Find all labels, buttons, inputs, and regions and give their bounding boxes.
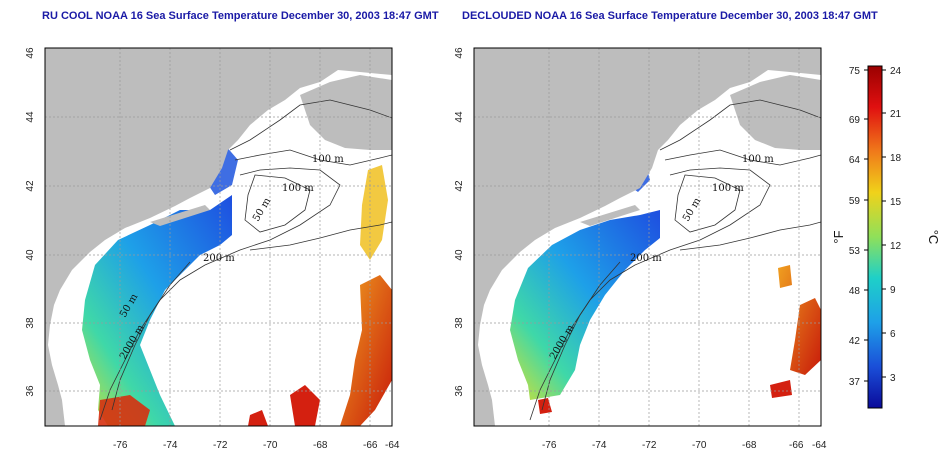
right-lat-tick: 46 — [454, 47, 465, 59]
left-lat-tick: 44 — [25, 111, 36, 123]
celsius-tick: 3 — [890, 373, 896, 384]
right-lat-tick: 38 — [454, 317, 465, 329]
right-lat-tick: 44 — [454, 111, 465, 123]
fahrenheit-tick: 48 — [849, 286, 861, 297]
right-lon-tick: -66 — [789, 440, 804, 451]
right-lon-tick: -68 — [742, 440, 757, 451]
fahrenheit-unit-label: °F — [831, 230, 846, 243]
left-land-long-island — [150, 205, 210, 226]
fahrenheit-tick: 64 — [849, 155, 861, 166]
right-land-long-island — [580, 205, 640, 226]
right-lat-tick: 36 — [454, 385, 465, 397]
left-lon-tick: -72 — [213, 440, 228, 451]
celsius-tick: 24 — [890, 66, 902, 77]
right-lon-tick: -70 — [692, 440, 707, 451]
colorbar-celsius-ticks: 24 21 18 15 12 9 6 3 — [890, 66, 902, 384]
celsius-tick: 18 — [890, 153, 902, 164]
left-land-northeast — [45, 48, 392, 426]
right-lon-tick-labels: -76 -74 -72 -70 -68 -66 -64 — [542, 440, 827, 451]
right-land-northeast — [474, 48, 821, 426]
right-contour-label-100a: 100 m — [742, 154, 774, 165]
right-map-frame — [473, 47, 822, 427]
fahrenheit-tick: 59 — [849, 196, 861, 207]
left-sst-scatter-red — [248, 385, 320, 426]
celsius-unit-label: °C — [926, 230, 941, 245]
right-lon-tick: -72 — [642, 440, 657, 451]
left-lat-tick: 46 — [25, 47, 36, 59]
celsius-tick: 15 — [890, 197, 902, 208]
temperature-colorbar: 75 69 64 59 53 48 42 37 24 21 18 15 12 9… — [831, 65, 941, 409]
left-lat-tick: 38 — [25, 317, 36, 329]
fahrenheit-tick: 37 — [849, 377, 861, 388]
right-bathymetry-contours — [529, 99, 821, 421]
left-grid — [45, 48, 392, 426]
right-lat-tick: 42 — [454, 180, 465, 192]
colorbar-gradient — [867, 65, 883, 409]
right-sst-eastern-warm — [778, 265, 821, 375]
right-map-title: DECLOUDED NOAA 16 Sea Surface Temperatur… — [462, 10, 878, 22]
right-lon-tick: -64 — [812, 440, 827, 451]
left-lon-tick: -74 — [163, 440, 178, 451]
left-map-title: RU COOL NOAA 16 Sea Surface Temperature … — [42, 10, 439, 22]
left-lon-tick: -64 — [385, 440, 400, 451]
colorbar-fahrenheit-ticks: 75 69 64 59 53 48 42 37 — [849, 66, 861, 388]
celsius-tick: 9 — [890, 285, 896, 296]
left-contour-label-100b: 100 m — [282, 183, 314, 194]
fahrenheit-tick: 75 — [849, 66, 861, 77]
right-grid — [474, 48, 821, 426]
left-sst-slope-warm — [360, 165, 388, 260]
fahrenheit-tick: 69 — [849, 115, 861, 126]
left-lat-tick: 42 — [25, 180, 36, 192]
left-map-panel: 100 m 100 m 50 m 200 m 2000 m 50 m -76 -… — [25, 47, 400, 451]
right-contour-label-100b: 100 m — [712, 183, 744, 194]
right-contour-label-200: 200 m — [630, 253, 662, 264]
left-land-nova-scotia — [300, 75, 392, 150]
left-lon-tick: -70 — [263, 440, 278, 451]
colorbar-tick-marks — [864, 69, 886, 382]
left-bathymetry-contours — [99, 99, 392, 421]
left-map-frame — [44, 47, 393, 427]
right-map-panel: 100 m 100 m 50 m 200 m 2000 m -76 -74 -7… — [454, 47, 827, 451]
left-lat-tick: 40 — [25, 249, 36, 261]
fahrenheit-tick: 53 — [849, 246, 861, 257]
right-lat-tick-labels: 46 44 42 40 38 36 — [454, 47, 465, 397]
celsius-tick: 21 — [890, 109, 902, 120]
left-lon-tick: -68 — [313, 440, 328, 451]
right-land-nova-scotia — [730, 75, 821, 150]
left-contour-label-200: 200 m — [203, 253, 235, 264]
celsius-tick: 6 — [890, 329, 896, 340]
left-lon-tick-labels: -76 -74 -72 -70 -68 -66 -64 — [113, 440, 400, 451]
left-lat-tick: 36 — [25, 385, 36, 397]
left-lat-tick-labels: 46 44 42 40 38 36 — [25, 47, 36, 397]
left-lon-tick: -76 — [113, 440, 128, 451]
celsius-tick: 12 — [890, 241, 902, 252]
left-lon-tick: -66 — [363, 440, 378, 451]
left-sst-gulf-stream — [98, 395, 150, 426]
right-lat-tick: 40 — [454, 249, 465, 261]
left-sst-shelf-water — [82, 195, 232, 426]
left-sst-eastern-warm — [340, 275, 392, 426]
right-lon-tick: -76 — [542, 440, 557, 451]
right-lon-tick: -74 — [592, 440, 607, 451]
left-contour-label-100a: 100 m — [312, 154, 344, 165]
fahrenheit-tick: 42 — [849, 336, 861, 347]
right-sst-shelf-water — [510, 210, 660, 400]
